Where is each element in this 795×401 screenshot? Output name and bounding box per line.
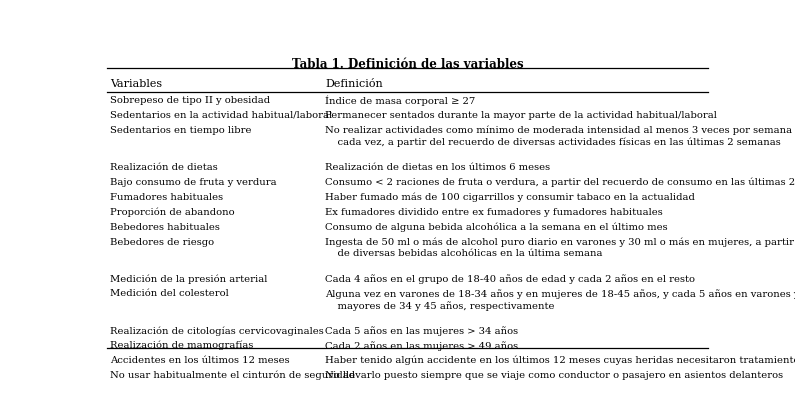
Text: Realización de citologías cervicovaginales: Realización de citologías cervicovaginal… [110,326,324,336]
Text: Haber fumado más de 100 cigarrillos y consumir tabaco en la actualidad: Haber fumado más de 100 cigarrillos y co… [325,192,696,202]
Text: Accidentes en los últimos 12 meses: Accidentes en los últimos 12 meses [110,356,289,365]
Text: No realizar actividades como mínimo de moderada intensidad al menos 3 veces por : No realizar actividades como mínimo de m… [325,126,795,147]
Text: No usar habitualmente el cinturón de seguridad: No usar habitualmente el cinturón de seg… [110,371,355,381]
Text: Bebedores habituales: Bebedores habituales [110,223,219,231]
Text: Sedentarios en tiempo libre: Sedentarios en tiempo libre [110,126,251,135]
Text: Ingesta de 50 ml o más de alcohol puro diario en varones y 30 ml o más en mujere: Ingesta de 50 ml o más de alcohol puro d… [325,237,795,258]
Text: Índice de masa corporal ≥ 27: Índice de masa corporal ≥ 27 [325,96,475,107]
Text: Haber tenido algún accidente en los últimos 12 meses cuyas heridas necesitaron t: Haber tenido algún accidente en los últi… [325,356,795,365]
Text: Definición: Definición [325,79,383,89]
Text: Realización de mamografías: Realización de mamografías [110,341,254,350]
Text: Fumadores habituales: Fumadores habituales [110,192,223,202]
Text: Consumo < 2 raciones de fruta o verdura, a partir del recuerdo de consumo en las: Consumo < 2 raciones de fruta o verdura,… [325,178,795,187]
Text: Realización de dietas en los últimos 6 meses: Realización de dietas en los últimos 6 m… [325,163,551,172]
Text: Medición de la presión arterial: Medición de la presión arterial [110,274,267,284]
Text: Alguna vez en varones de 18-34 años y en mujeres de 18-45 años, y cada 5 años en: Alguna vez en varones de 18-34 años y en… [325,289,795,311]
Text: Bajo consumo de fruta y verdura: Bajo consumo de fruta y verdura [110,178,277,186]
Text: Cada 4 años en el grupo de 18-40 años de edad y cada 2 años en el resto: Cada 4 años en el grupo de 18-40 años de… [325,274,696,284]
Text: Cada 5 años en las mujeres > 34 años: Cada 5 años en las mujeres > 34 años [325,326,518,336]
Text: Sobrepeso de tipo II y obesidad: Sobrepeso de tipo II y obesidad [110,96,270,105]
Text: Ex fumadores dividido entre ex fumadores y fumadores habituales: Ex fumadores dividido entre ex fumadores… [325,208,663,217]
Text: Variables: Variables [110,79,162,89]
Text: No llevarlo puesto siempre que se viaje como conductor o pasajero en asientos de: No llevarlo puesto siempre que se viaje … [325,371,784,380]
Text: Permanecer sentados durante la mayor parte de la actividad habitual/laboral: Permanecer sentados durante la mayor par… [325,111,717,120]
Text: Tabla 1. Definición de las variables: Tabla 1. Definición de las variables [292,58,523,71]
Text: Bebedores de riesgo: Bebedores de riesgo [110,237,214,247]
Text: Medición del colesterol: Medición del colesterol [110,289,229,298]
Text: Sedentarios en la actividad habitual/laboral: Sedentarios en la actividad habitual/lab… [110,111,332,120]
Text: Proporción de abandono: Proporción de abandono [110,208,235,217]
Text: Cada 2 años en las mujeres > 49 años: Cada 2 años en las mujeres > 49 años [325,341,518,351]
Text: Consumo de alguna bebida alcohólica a la semana en el último mes: Consumo de alguna bebida alcohólica a la… [325,223,668,232]
Text: Realización de dietas: Realización de dietas [110,163,218,172]
